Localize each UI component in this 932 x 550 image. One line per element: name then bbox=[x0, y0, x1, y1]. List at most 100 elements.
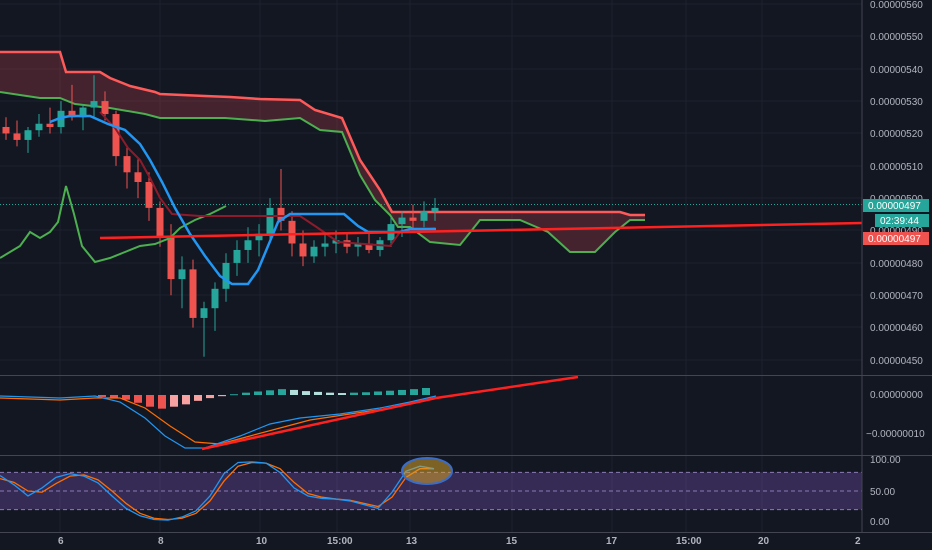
candlestick-series bbox=[2, 75, 439, 357]
candle-body bbox=[35, 123, 43, 131]
macd-axis[interactable]: 0.00000000 −0.00000010 bbox=[866, 390, 925, 440]
stoch-k-line bbox=[0, 461, 435, 521]
candle-body bbox=[145, 182, 153, 208]
macd-tick: 0.00000000 bbox=[870, 390, 923, 401]
price-tick: 0.00000470 bbox=[870, 291, 923, 302]
countdown-badge bbox=[875, 214, 929, 227]
price-tick: 0.00000490 bbox=[870, 226, 923, 237]
candle-body bbox=[420, 211, 428, 221]
macd-histogram-bar bbox=[302, 391, 310, 395]
candle-body bbox=[409, 217, 417, 221]
time-tick: 10 bbox=[256, 536, 268, 547]
time-tick: 15:00 bbox=[676, 536, 702, 547]
indicator-lines bbox=[0, 111, 863, 286]
candle-body bbox=[277, 207, 285, 221]
stoch-highlight-ellipse bbox=[401, 457, 453, 485]
candle-body bbox=[321, 243, 329, 247]
candle-body bbox=[123, 156, 131, 173]
candle-body bbox=[288, 220, 296, 244]
conversion-line bbox=[49, 114, 436, 286]
price-axis[interactable]: 0.00000560 0.00000550 0.00000540 0.00000… bbox=[863, 0, 929, 367]
macd-histogram-bar bbox=[206, 395, 214, 399]
macd-histogram-bar bbox=[398, 389, 406, 395]
candle-body bbox=[101, 101, 109, 115]
macd-histogram-bar bbox=[110, 395, 118, 399]
macd-tick: −0.00000010 bbox=[866, 429, 925, 440]
candle-body bbox=[398, 217, 406, 225]
candle-body bbox=[354, 243, 362, 247]
macd-histogram-bar bbox=[218, 395, 226, 397]
macd-histogram-bar bbox=[170, 395, 178, 407]
time-tick: 15 bbox=[506, 536, 518, 547]
countdown-label: 02:39:44 bbox=[880, 216, 919, 227]
price-tick: 0.00000480 bbox=[870, 259, 923, 270]
macd-pane bbox=[0, 375, 579, 451]
candle-body bbox=[90, 101, 98, 108]
macd-histogram-bar bbox=[410, 389, 418, 395]
candle-body bbox=[431, 207, 439, 212]
candle-body bbox=[2, 126, 10, 134]
candle-body bbox=[167, 237, 175, 280]
candle-body bbox=[266, 207, 274, 234]
macd-trendline-extension bbox=[435, 375, 579, 400]
macd-histogram-bar bbox=[326, 392, 334, 395]
macd-histogram-bar bbox=[134, 395, 142, 403]
macd-histogram-bar bbox=[230, 394, 238, 396]
candle-body bbox=[13, 133, 21, 140]
macd-histogram-bar bbox=[314, 391, 322, 395]
price-tick: 0.00000520 bbox=[870, 129, 923, 140]
time-axis[interactable]: 6 8 10 15:00 13 15 17 15:00 20 2 bbox=[58, 536, 861, 547]
candle-body bbox=[365, 243, 373, 250]
macd-histogram-bar bbox=[146, 395, 154, 407]
base-line bbox=[99, 111, 436, 248]
time-tick: 2 bbox=[855, 536, 861, 547]
macd-histogram-bar bbox=[242, 392, 250, 395]
macd-histogram-bar bbox=[422, 387, 430, 395]
price-tick: 0.00000530 bbox=[870, 97, 923, 108]
candle-body bbox=[244, 240, 252, 250]
stoch-d-line bbox=[0, 461, 434, 521]
macd-histogram-bar bbox=[98, 395, 106, 397]
close-price-badge bbox=[863, 232, 929, 245]
stoch-axis[interactable]: 100.00 50.00 0.00 bbox=[870, 455, 901, 528]
candle-body bbox=[79, 107, 87, 118]
macd-histogram-bar bbox=[278, 389, 286, 395]
candle-body bbox=[211, 288, 219, 309]
candle-body bbox=[310, 246, 318, 257]
candle-body bbox=[178, 269, 186, 280]
candle-body bbox=[68, 110, 76, 118]
candle-body bbox=[299, 243, 307, 257]
time-tick: 6 bbox=[58, 536, 64, 547]
stoch-tick: 0.00 bbox=[870, 517, 890, 528]
close-price-label: 0.00000497 bbox=[868, 234, 921, 245]
price-tick: 0.00000550 bbox=[870, 32, 923, 43]
time-tick: 13 bbox=[406, 536, 418, 547]
macd-histogram-bar bbox=[362, 392, 370, 395]
macd-histogram-bar bbox=[158, 395, 166, 409]
time-tick: 20 bbox=[758, 536, 770, 547]
price-tick: 0.00000560 bbox=[870, 0, 923, 11]
stoch-tick: 50.00 bbox=[870, 487, 895, 498]
price-tick: 0.00000510 bbox=[870, 162, 923, 173]
price-tick: 0.00000450 bbox=[870, 356, 923, 367]
candle-body bbox=[200, 308, 208, 318]
macd-histogram-bar bbox=[350, 392, 358, 395]
price-tick: 0.00000460 bbox=[870, 323, 923, 334]
macd-histogram-bar bbox=[122, 395, 130, 400]
support-trendline bbox=[99, 221, 863, 240]
candle-body bbox=[24, 130, 32, 140]
price-tick: 0.00000540 bbox=[870, 65, 923, 76]
macd-histogram-bar bbox=[194, 395, 202, 401]
macd-histogram-bar bbox=[182, 395, 190, 405]
lagging-span-line bbox=[0, 185, 227, 264]
candle-body bbox=[255, 233, 263, 241]
macd-histogram-bar bbox=[290, 389, 298, 395]
candle-body bbox=[222, 262, 230, 289]
last-price-label: 0.00000497 bbox=[868, 201, 921, 212]
ichimoku-cloud bbox=[0, 50, 645, 253]
stochastic-pane bbox=[0, 457, 862, 521]
candle-body bbox=[112, 114, 120, 157]
stoch-tick: 100.00 bbox=[870, 455, 901, 466]
